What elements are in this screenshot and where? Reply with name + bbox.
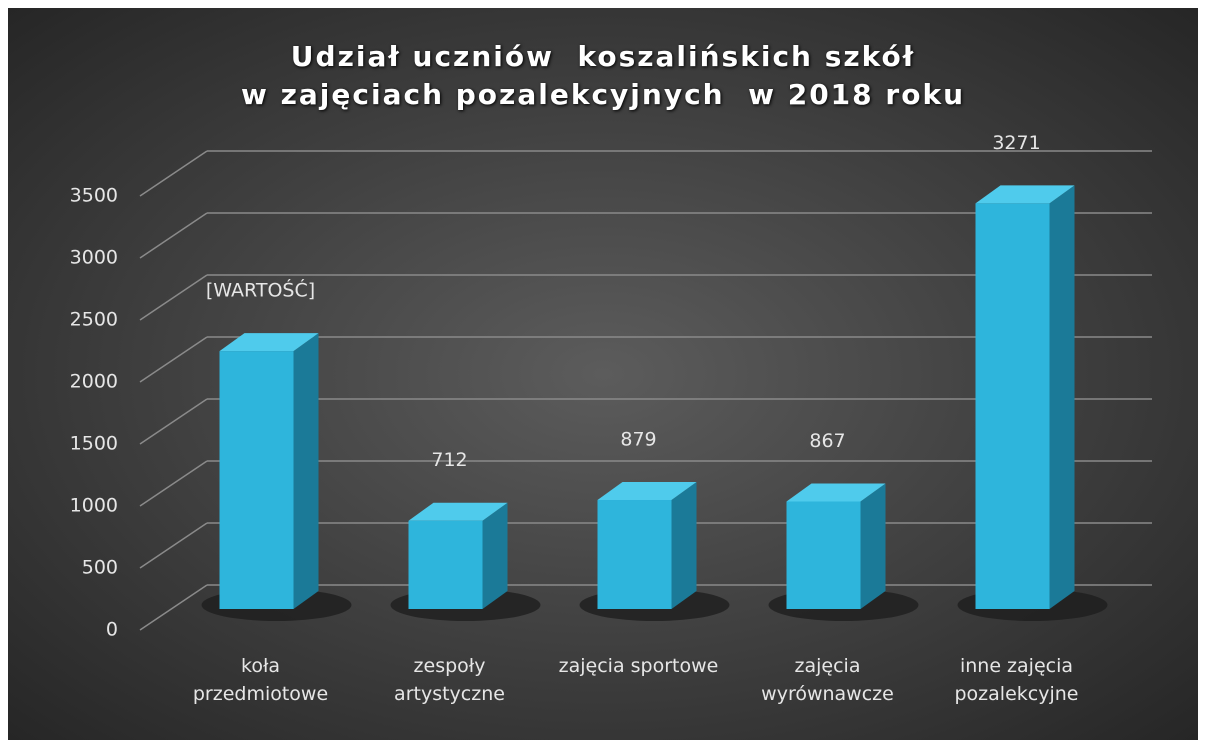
bar-side xyxy=(860,483,886,609)
grid-line xyxy=(139,584,208,631)
chart: 0 500 1000 1500 2000 2500 3000 3500 [WARTOŚĆ] 712… xyxy=(70,132,1152,641)
grid-line xyxy=(139,398,208,445)
data-label: 867 xyxy=(809,430,845,452)
y-tick-label: 3000 xyxy=(70,247,118,269)
bar xyxy=(219,351,294,609)
data-label: 3271 xyxy=(992,132,1040,154)
y-tick-label: 2500 xyxy=(70,309,118,331)
y-tick-label: 3500 xyxy=(70,185,118,207)
grid-line xyxy=(139,150,208,197)
y-tick-label: 2000 xyxy=(70,371,118,393)
grid-line xyxy=(139,460,208,507)
bar-side xyxy=(1049,185,1075,609)
bar xyxy=(408,520,483,609)
bar-side xyxy=(671,482,697,609)
bar-top xyxy=(408,502,508,521)
x-tick-label: zespoły artystyczne xyxy=(394,655,505,705)
data-label: 712 xyxy=(431,449,467,471)
bar xyxy=(975,203,1050,609)
grid-line xyxy=(139,274,208,321)
bar-top xyxy=(975,185,1075,204)
y-tick-label: 500 xyxy=(82,557,118,579)
data-label: 879 xyxy=(620,429,656,451)
data-label: [WARTOŚĆ] xyxy=(206,278,315,302)
chart-title: Udział uczniów koszalińskich szkół w zaj… xyxy=(241,40,965,111)
bar xyxy=(786,501,861,609)
y-tick-label: 0 xyxy=(106,619,118,641)
x-tick-label: zajęcia wyrównawcze xyxy=(761,655,894,705)
grid-line xyxy=(139,522,208,569)
chart-frame: 0 500 1000 1500 2000 2500 3000 3500 [WARTOŚĆ] 712… xyxy=(8,8,1198,740)
x-tick-label: koła przedmiotowe xyxy=(192,655,329,705)
grid-line xyxy=(139,336,208,383)
bar xyxy=(597,500,672,609)
y-tick-label: 1000 xyxy=(70,495,118,517)
grid-line xyxy=(139,212,208,259)
x-tick-label: inne zajęcia pozalekcyjne xyxy=(954,655,1079,705)
bar-side xyxy=(293,333,319,609)
bar-top xyxy=(219,333,319,352)
bar-top xyxy=(597,482,697,501)
bar-side xyxy=(482,502,508,609)
y-tick-label: 1500 xyxy=(70,433,118,455)
bar-top xyxy=(786,483,886,502)
x-tick-label: zajęcia sportowe xyxy=(558,655,719,677)
